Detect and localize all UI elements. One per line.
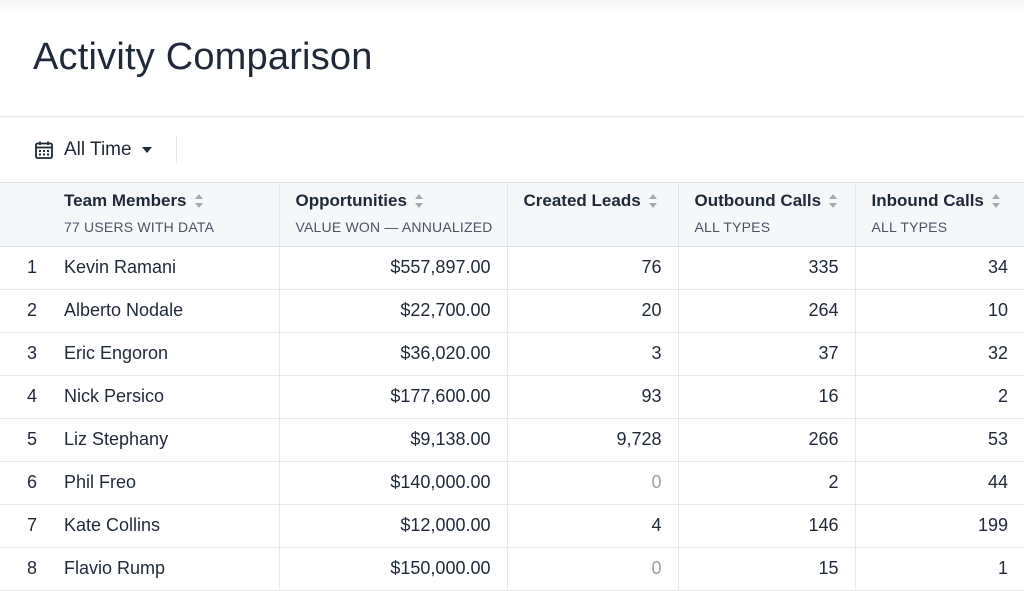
column-header-opportunities[interactable]: Opportunities VALUE WON — ANNUALIZED [279, 183, 508, 247]
inbound-calls-cell: 53 [855, 418, 1024, 462]
caret-down-icon [141, 147, 152, 153]
column-header-team-members[interactable]: Team Members 77 USERS WITH DATA [48, 183, 280, 247]
opportunities-cell: $22,700.00 [279, 289, 508, 333]
filter-bar: All Time [0, 117, 1024, 183]
column-title: Team Members [64, 191, 187, 210]
created-leads-cell: 20 [507, 289, 679, 333]
rank-cell: 2 [0, 289, 48, 333]
table-row[interactable]: 8 Flavio Rump $150,000.00 0 15 1 [0, 547, 1024, 591]
table-row[interactable]: 2 Alberto Nodale $22,700.00 20 264 10 [0, 289, 1024, 333]
table-row[interactable]: 6 Phil Freo $140,000.00 0 2 44 [0, 461, 1024, 505]
column-title: Inbound Calls [871, 191, 984, 210]
column-header-created-leads[interactable]: Created Leads [507, 183, 679, 247]
column-subtitle: 77 USERS WITH DATA [64, 219, 215, 235]
date-range-label: All Time [64, 139, 132, 160]
created-leads-cell: 93 [507, 375, 679, 419]
sort-icon[interactable] [648, 194, 658, 208]
opportunities-cell: $177,600.00 [279, 375, 508, 419]
opportunities-cell: $557,897.00 [279, 246, 508, 290]
outbound-calls-cell: 15 [678, 547, 856, 591]
inbound-calls-cell: 10 [855, 289, 1024, 333]
sort-icon[interactable] [991, 194, 1001, 208]
outbound-calls-cell: 335 [678, 246, 856, 290]
opportunities-cell: $36,020.00 [279, 332, 508, 376]
column-title: Outbound Calls [694, 191, 822, 210]
created-leads-cell: 3 [507, 332, 679, 376]
table-row[interactable]: 5 Liz Stephany $9,138.00 9,728 266 53 [0, 418, 1024, 462]
column-title: Opportunities [295, 191, 407, 210]
page-header: Activity Comparison [0, 0, 1024, 117]
rank-cell: 4 [0, 375, 48, 419]
page-title: Activity Comparison [33, 36, 373, 78]
member-name-cell[interactable]: Flavio Rump [48, 547, 280, 591]
inbound-calls-cell: 2 [855, 375, 1024, 419]
activity-table: Team Members 77 USERS WITH DATA Opportun… [0, 183, 1024, 591]
member-name-cell[interactable]: Phil Freo [48, 461, 280, 505]
member-name-cell[interactable]: Kevin Ramani [48, 246, 280, 290]
rank-column-header [0, 183, 48, 247]
date-range-dropdown[interactable]: All Time [34, 137, 152, 163]
rank-cell: 1 [0, 246, 48, 290]
rank-cell: 8 [0, 547, 48, 591]
divider [176, 135, 177, 163]
sort-icon[interactable] [829, 194, 838, 208]
inbound-calls-cell: 34 [855, 246, 1024, 290]
outbound-calls-cell: 37 [678, 332, 856, 376]
table-row[interactable]: 4 Nick Persico $177,600.00 93 16 2 [0, 375, 1024, 419]
inbound-calls-cell: 1 [855, 547, 1024, 591]
column-header-outbound-calls[interactable]: Outbound Calls ALL TYPES [678, 183, 856, 247]
outbound-calls-cell: 264 [678, 289, 856, 333]
inbound-calls-cell: 32 [855, 332, 1024, 376]
opportunities-cell: $9,138.00 [279, 418, 508, 462]
table-row[interactable]: 1 Kevin Ramani $557,897.00 76 335 34 [0, 246, 1024, 290]
rank-cell: 3 [0, 332, 48, 376]
outbound-calls-cell: 146 [678, 504, 856, 548]
table-body: 1 Kevin Ramani $557,897.00 76 335 34 2 Alberto … [0, 246, 1024, 591]
member-name-cell[interactable]: Liz Stephany [48, 418, 280, 462]
created-leads-cell: 76 [507, 246, 679, 290]
inbound-calls-cell: 199 [855, 504, 1024, 548]
rank-cell: 6 [0, 461, 48, 505]
member-name-cell[interactable]: Alberto Nodale [48, 289, 280, 333]
outbound-calls-cell: 266 [678, 418, 856, 462]
outbound-calls-cell: 2 [678, 461, 856, 505]
table-row[interactable]: 3 Eric Engoron $36,020.00 3 37 32 [0, 332, 1024, 376]
opportunities-cell: $12,000.00 [279, 504, 508, 548]
created-leads-cell: 9,728 [507, 418, 679, 462]
sort-icon[interactable] [414, 194, 424, 208]
member-name-cell[interactable]: Nick Persico [48, 375, 280, 419]
member-name-cell[interactable]: Eric Engoron [48, 332, 280, 376]
outbound-calls-cell: 16 [678, 375, 856, 419]
rank-cell: 7 [0, 504, 48, 548]
opportunities-cell: $140,000.00 [279, 461, 508, 505]
created-leads-cell: 0 [507, 547, 679, 591]
calendar-icon [34, 140, 54, 160]
column-subtitle: VALUE WON — ANNUALIZED [295, 219, 493, 235]
inbound-calls-cell: 44 [855, 461, 1024, 505]
created-leads-cell: 0 [507, 461, 679, 505]
opportunities-cell: $150,000.00 [279, 547, 508, 591]
column-subtitle: ALL TYPES [871, 219, 948, 235]
column-subtitle: ALL TYPES [694, 219, 771, 235]
table-row[interactable]: 7 Kate Collins $12,000.00 4 146 199 [0, 504, 1024, 548]
member-name-cell[interactable]: Kate Collins [48, 504, 280, 548]
sort-icon[interactable] [194, 194, 204, 208]
column-title: Created Leads [523, 191, 641, 210]
created-leads-cell: 4 [507, 504, 679, 548]
rank-cell: 5 [0, 418, 48, 462]
column-header-inbound-calls[interactable]: Inbound Calls ALL TYPES [855, 183, 1024, 247]
table-header-row: Team Members 77 USERS WITH DATA Opportun… [0, 183, 1024, 247]
